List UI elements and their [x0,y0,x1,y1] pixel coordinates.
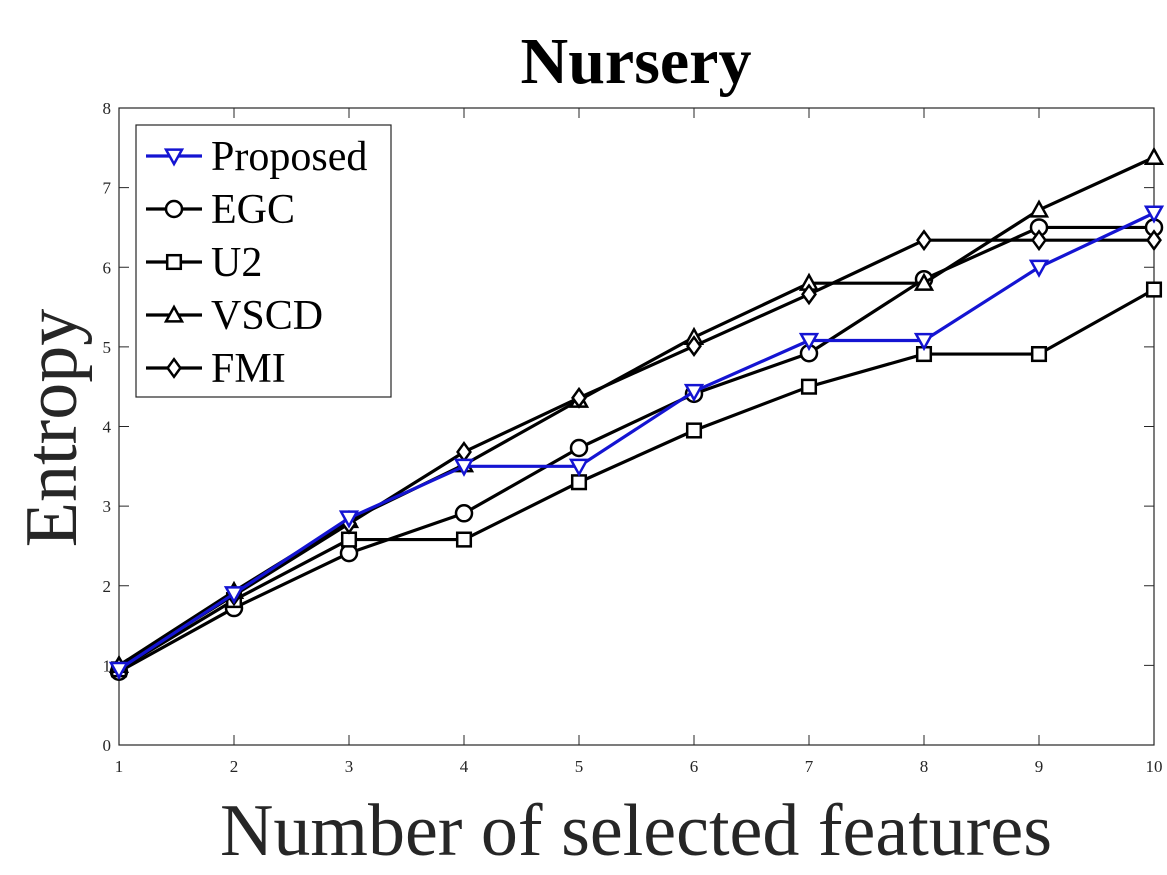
y-tick-label: 3 [103,497,112,516]
data-point [913,332,935,352]
y-tick-label: 6 [103,258,112,277]
data-point [570,474,588,491]
data-point [454,504,474,523]
data-point [685,422,703,439]
legend-marker [163,148,185,167]
data-point [453,458,475,477]
data-point [1146,229,1162,252]
data-point [1145,281,1163,298]
x-tick-label: 4 [460,757,469,776]
x-tick-label: 8 [920,757,929,776]
data-point [568,458,590,477]
series-proposed [108,205,1165,680]
y-tick-label: 8 [103,99,112,118]
y-tick-label: 5 [103,338,112,357]
legend-item-vscd: VSCD [146,293,323,339]
data-point [916,229,932,252]
series-line [118,288,1155,671]
data-point [798,332,820,352]
data-point [913,272,935,291]
y-tick-label: 0 [103,736,112,755]
data-point [800,378,818,395]
y-axis-label: Entropy [11,309,93,547]
legend-marker [163,304,185,323]
legend-marker [166,357,182,379]
x-axis-label: Number of selected features [220,790,1052,872]
data-point [1143,146,1165,166]
x-tick-label: 3 [345,757,354,776]
data-point [1031,229,1047,252]
x-tick-label: 6 [690,757,699,776]
series-egc [109,218,1164,681]
data-point [686,335,702,358]
y-tick-label: 2 [103,577,112,596]
legend-marker [165,253,183,271]
legend-label: U2 [211,240,262,286]
data-point [223,586,245,605]
data-point [1030,345,1048,363]
series-line [118,211,1155,671]
x-tick-label: 10 [1146,757,1163,776]
chart-title: Nursery [521,25,752,98]
legend-item-proposed: Proposed [146,134,367,180]
legend-item-fmi: FMI [146,346,286,392]
y-tick-label: 4 [103,418,112,437]
data-point [683,383,705,403]
series-line [118,238,1154,669]
data-point [108,661,130,680]
series-line [118,225,1154,674]
x-tick-label: 5 [575,757,584,776]
data-point [1028,259,1050,278]
legend-label: VSCD [211,293,323,339]
legend: Proposed EGC U2 VSCD FMI [135,124,392,398]
data-point [571,386,587,409]
y-tick-label: 7 [103,179,112,198]
legend-item-egc: EGC [146,187,295,233]
data-point [340,531,358,548]
legend-label: FMI [211,346,286,392]
data-point [1143,205,1165,224]
y-tick-label: 1 [103,656,112,675]
data-point [338,510,360,529]
legend-label: EGC [211,187,295,233]
series-layer [108,146,1165,681]
data-point [801,283,817,306]
x-tick-label: 2 [230,757,239,776]
legend-label: Proposed [211,134,367,180]
x-tick-label: 7 [805,757,814,776]
x-tick-label: 9 [1035,757,1044,776]
legend-item-u2: U2 [146,240,262,286]
data-point [1028,199,1050,218]
data-point [569,438,589,458]
x-tick-label: 1 [115,757,124,776]
data-point [455,531,473,548]
legend-marker [164,199,184,219]
